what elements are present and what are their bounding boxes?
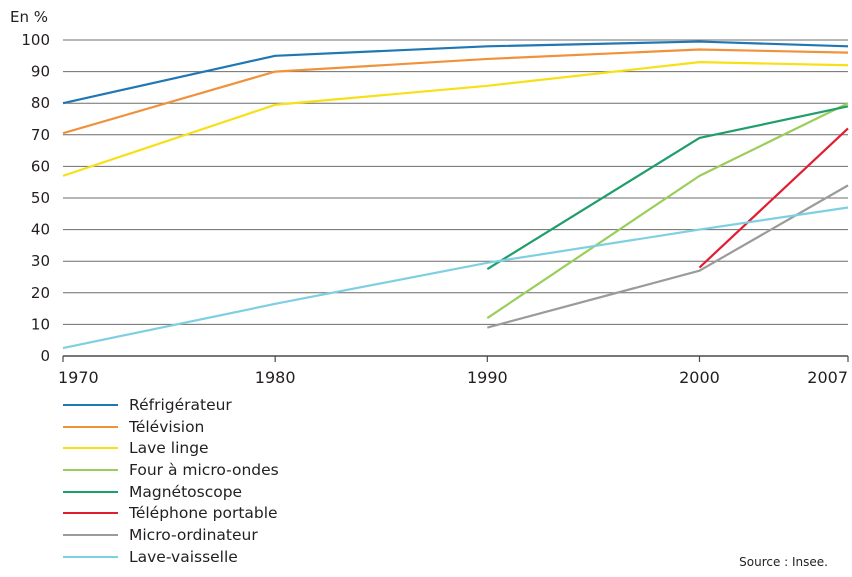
legend-item: Magnétoscope — [63, 481, 279, 503]
y-tick-label: 60 — [31, 157, 50, 175]
x-tick-label: 1980 — [255, 368, 296, 387]
legend-label: Magnétoscope — [129, 482, 243, 501]
legend-item: Lave-vaisselle — [63, 546, 279, 568]
legend-label: Télévision — [129, 417, 205, 436]
grid-lines — [63, 39, 848, 357]
legend-label: Lave-vaisselle — [129, 547, 238, 566]
y-axis-unit-label: En % — [10, 8, 49, 26]
y-tick-labels: 0 10 20 30 40 50 60 70 80 90 100 — [21, 31, 50, 365]
series-line — [62, 40, 849, 105]
legend-item: Micro-ordinateur — [63, 524, 279, 546]
series-line — [62, 206, 849, 350]
series-line — [486, 102, 849, 319]
x-tick-label: 2007 — [807, 368, 848, 387]
series-line — [62, 61, 849, 177]
series-line — [487, 184, 849, 329]
y-tick-label: 40 — [31, 221, 50, 239]
legend-label: Four à micro-ondes — [129, 460, 279, 479]
legend-swatch — [63, 447, 118, 450]
source-note: Source : Insee. — [739, 555, 828, 569]
legend-label: Micro-ordinateur — [129, 525, 258, 544]
series-line — [486, 105, 849, 271]
y-tick-label: 30 — [31, 252, 50, 270]
y-tick-label: 20 — [31, 284, 50, 302]
legend: Réfrigérateur Télévision Lave linge Four à … — [63, 394, 279, 568]
y-tick-label: 0 — [40, 347, 50, 365]
legend-swatch — [63, 468, 118, 471]
series-lines — [62, 40, 849, 350]
legend-swatch — [63, 403, 118, 406]
legend-item: Télévision — [63, 416, 279, 438]
series-line — [62, 48, 849, 135]
legend-label: Lave linge — [129, 439, 209, 458]
y-tick-label: 100 — [21, 31, 50, 49]
legend-item: Réfrigérateur — [63, 394, 279, 416]
legend-label: Réfrigérateur — [129, 395, 232, 414]
legend-swatch — [63, 490, 118, 493]
y-tick-label: 70 — [31, 126, 50, 144]
y-tick-label: 50 — [31, 189, 50, 207]
legend-swatch — [63, 533, 118, 536]
x-tick-labels: 1970 1980 1990 2000 2007 — [58, 356, 849, 387]
y-tick-label: 10 — [31, 315, 50, 333]
legend-item: Lave linge — [63, 437, 279, 459]
legend-swatch — [63, 425, 118, 428]
legend-item: Téléphone portable — [63, 502, 279, 524]
legend-item: Four à micro-ondes — [63, 459, 279, 481]
x-tick-label: 1990 — [467, 368, 508, 387]
series-line — [698, 127, 849, 269]
x-tick-label: 1970 — [58, 368, 99, 387]
x-tick-label: 2000 — [679, 368, 720, 387]
y-tick-label: 90 — [31, 63, 50, 81]
line-chart: 0 10 20 30 40 50 60 70 80 90 100 1970 1980 1990 2000 2… — [21, 31, 849, 387]
y-tick-label: 80 — [31, 94, 50, 112]
legend-swatch — [63, 512, 118, 515]
legend-swatch — [63, 555, 118, 558]
legend-label: Téléphone portable — [129, 504, 278, 523]
